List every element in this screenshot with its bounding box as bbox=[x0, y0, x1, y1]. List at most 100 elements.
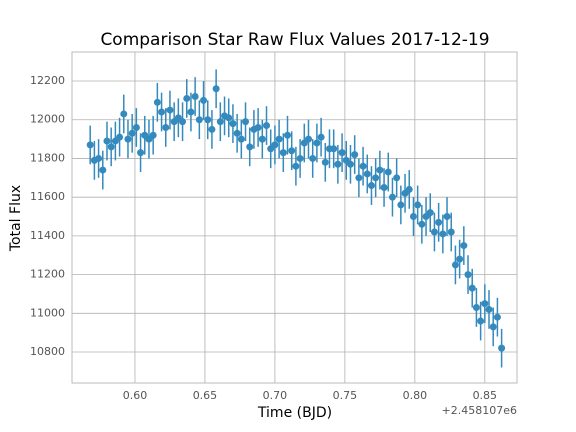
data-point bbox=[149, 131, 157, 139]
y-tick-label: 11200 bbox=[30, 268, 65, 281]
data-point bbox=[393, 174, 401, 182]
data-point bbox=[187, 108, 195, 116]
data-point bbox=[95, 154, 103, 162]
y-axis-label: Total Flux bbox=[8, 185, 24, 252]
data-point bbox=[313, 139, 321, 147]
y-tick-label: 11000 bbox=[30, 306, 65, 319]
data-point bbox=[460, 242, 468, 250]
data-point bbox=[153, 98, 161, 106]
data-point bbox=[116, 133, 124, 141]
data-point bbox=[397, 201, 405, 209]
data-point bbox=[405, 185, 413, 193]
y-tick-label: 11800 bbox=[30, 151, 65, 164]
data-point bbox=[456, 255, 464, 263]
x-tick-label: 0.60 bbox=[123, 389, 148, 402]
x-tick-label: 0.65 bbox=[193, 389, 218, 402]
data-point bbox=[472, 304, 480, 312]
y-tick-label: 12200 bbox=[30, 74, 65, 87]
data-point bbox=[132, 123, 140, 131]
data-point bbox=[254, 123, 262, 131]
data-point bbox=[216, 118, 224, 126]
data-point bbox=[388, 193, 396, 201]
data-point bbox=[166, 106, 174, 114]
data-point bbox=[284, 131, 292, 139]
data-point bbox=[481, 300, 489, 308]
y-tick-label: 12000 bbox=[30, 113, 65, 126]
data-point bbox=[376, 166, 384, 174]
data-point bbox=[426, 209, 434, 217]
data-point bbox=[435, 218, 443, 226]
data-point bbox=[296, 154, 304, 162]
data-point bbox=[355, 174, 363, 182]
data-point bbox=[279, 149, 287, 157]
data-point bbox=[179, 118, 187, 126]
data-point bbox=[359, 162, 367, 170]
data-point bbox=[414, 201, 422, 209]
data-point bbox=[158, 108, 166, 116]
data-point bbox=[439, 230, 447, 238]
data-point bbox=[317, 133, 325, 141]
plot-frame bbox=[71, 51, 518, 384]
data-point bbox=[372, 174, 380, 182]
data-point bbox=[233, 129, 241, 137]
data-point bbox=[321, 158, 329, 166]
data-point bbox=[275, 135, 283, 143]
data-point bbox=[120, 110, 128, 118]
data-point bbox=[334, 160, 342, 168]
data-point bbox=[99, 166, 107, 174]
data-point bbox=[107, 143, 115, 151]
x-axis-label: Time (BJD) bbox=[257, 405, 332, 421]
data-point bbox=[86, 141, 94, 149]
x-tick-label: 0.70 bbox=[263, 389, 288, 402]
x-tick-label: 0.75 bbox=[333, 389, 358, 402]
data-point bbox=[237, 135, 245, 143]
data-point bbox=[304, 135, 312, 143]
x-tick-label: 0.85 bbox=[473, 389, 498, 402]
data-point bbox=[330, 145, 338, 153]
data-point bbox=[430, 228, 438, 236]
data-point bbox=[258, 135, 266, 143]
y-tick-label: 11600 bbox=[30, 190, 65, 203]
data-point bbox=[338, 149, 346, 157]
data-point bbox=[309, 154, 317, 162]
data-point bbox=[208, 125, 216, 133]
data-point bbox=[242, 118, 250, 126]
data-point bbox=[229, 120, 237, 128]
data-point bbox=[137, 149, 145, 157]
data-point bbox=[263, 122, 271, 130]
data-point bbox=[485, 305, 493, 313]
data-point bbox=[103, 137, 111, 145]
y-tick-label: 11400 bbox=[30, 229, 65, 242]
data-point bbox=[489, 323, 497, 331]
data-point bbox=[447, 228, 455, 236]
data-point bbox=[191, 93, 199, 101]
data-point bbox=[200, 96, 208, 104]
data-point bbox=[493, 313, 501, 321]
data-point bbox=[367, 182, 375, 190]
y-tick-label: 10800 bbox=[30, 345, 65, 358]
data-point bbox=[380, 183, 388, 191]
x-tick-label: 0.80 bbox=[403, 389, 428, 402]
data-point bbox=[288, 147, 296, 155]
data-point bbox=[128, 129, 136, 137]
data-point bbox=[443, 213, 451, 221]
data-point bbox=[292, 162, 300, 170]
data-point bbox=[212, 85, 220, 93]
data-point bbox=[351, 151, 359, 159]
chart-title: Comparison Star Raw Flux Values 2017-12-… bbox=[100, 30, 489, 50]
data-point bbox=[384, 168, 392, 176]
data-point bbox=[346, 160, 354, 168]
data-point bbox=[464, 271, 472, 279]
data-point bbox=[124, 135, 132, 143]
data-point bbox=[225, 114, 233, 122]
data-point bbox=[498, 344, 506, 352]
data-point bbox=[409, 213, 417, 221]
data-point bbox=[204, 116, 212, 124]
data-point bbox=[363, 170, 371, 178]
data-point bbox=[477, 317, 485, 325]
data-point bbox=[451, 261, 459, 269]
data-point bbox=[183, 94, 191, 102]
